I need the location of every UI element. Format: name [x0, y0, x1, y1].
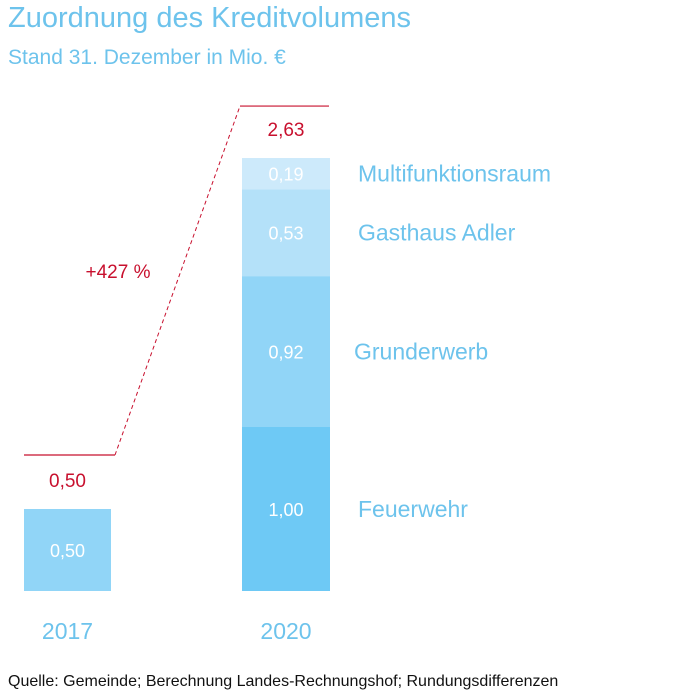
segment-value-label: 0,92 [268, 343, 303, 363]
labels-group: 0,50 1,00 Feuerwehr 0,92 Grunderwerb 0,53 Gast… [24, 105, 551, 644]
category-label-2020: 2020 [260, 618, 311, 644]
chart-title: Zuordnung des Kreditvolumens [8, 2, 412, 34]
series-label-gasthaus-adler: Gasthaus Adler [358, 220, 516, 246]
series-label-grunderwerb: Grunderwerb [354, 339, 488, 365]
bar-2020-segment-3 [242, 189, 330, 277]
bar-2017 [24, 509, 111, 591]
bars-group [24, 158, 330, 591]
segment-value-label: 0,53 [268, 224, 303, 244]
bar-2017-value-label: 0,50 [50, 541, 85, 561]
chart-subtitle: Stand 31. Dezember in Mio. € [8, 46, 286, 69]
change-percent-label: +427 % [86, 262, 151, 283]
growth-dashed-line [114, 105, 241, 456]
source-note: Quelle: Gemeinde; Berechnung Landes-Rech… [8, 673, 559, 690]
segment-value-label: 0,19 [268, 165, 303, 185]
bar-2020-segment-4 [242, 158, 330, 190]
total-label-2020: 2,63 [268, 120, 305, 141]
segment-value-label: 1,00 [268, 500, 303, 520]
category-label-2017: 2017 [42, 618, 93, 644]
bar-2020-segment-2 [242, 276, 330, 427]
series-label-feuerwehr: Feuerwehr [358, 496, 468, 522]
total-label-2017: 0,50 [49, 471, 86, 492]
bar-2020-segment-1 [242, 427, 330, 591]
series-label-multifunktionsraum: Multifunktionsraum [358, 161, 551, 187]
